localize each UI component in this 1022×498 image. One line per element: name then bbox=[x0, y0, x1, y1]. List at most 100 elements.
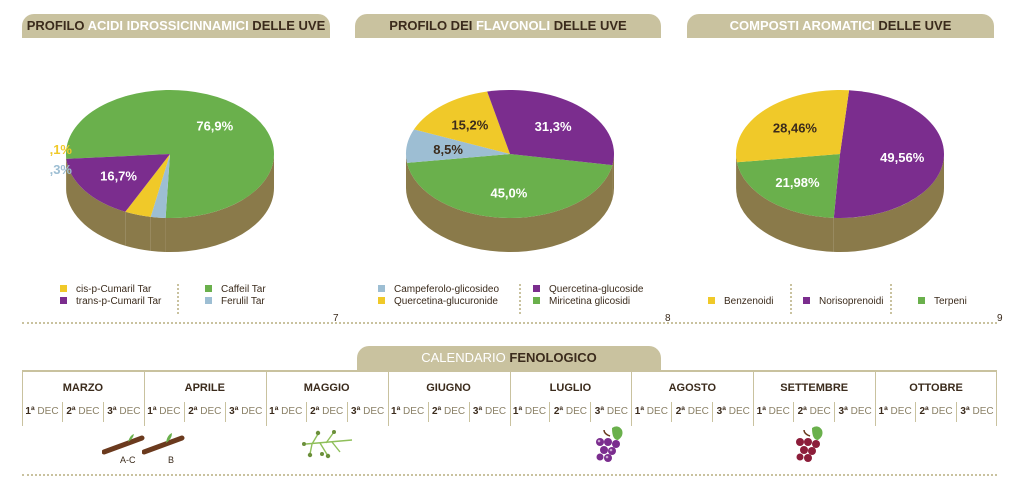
decade-cell: 3ª DEC bbox=[591, 402, 631, 422]
month-name: MAGGIO bbox=[303, 382, 350, 394]
decade-ordinal: 2ª bbox=[553, 406, 564, 417]
calendar-title-pre: CALENDARIO bbox=[421, 350, 510, 365]
decade-ordinal: 1ª bbox=[756, 406, 766, 417]
legend-divider bbox=[890, 284, 892, 314]
decade-ordinal: 2ª bbox=[431, 406, 442, 417]
chart-title-2-post: DELLE UVE bbox=[550, 18, 627, 33]
legend-item: Miricetina glicosidi bbox=[533, 296, 630, 308]
legend-swatch bbox=[378, 285, 385, 292]
decade-cell: 1ª DEC bbox=[388, 402, 429, 422]
pie-side-ferulil-tar bbox=[150, 216, 166, 252]
decade-cell: 1ª DEC bbox=[266, 402, 307, 422]
pie-slice-norisoprenoidi bbox=[833, 90, 945, 219]
chart-title-2-pre: PROFILO DEI bbox=[389, 18, 476, 33]
legend-divider bbox=[177, 284, 179, 314]
decade-ordinal: 3ª bbox=[716, 406, 726, 417]
decade-word: DEC bbox=[319, 406, 344, 417]
decade-word: DEC bbox=[197, 406, 222, 417]
month-separator bbox=[875, 372, 877, 426]
decade-cell: 2ª DEC bbox=[63, 402, 104, 422]
legend-item: Benzenoidi bbox=[708, 296, 773, 308]
decade-word: DEC bbox=[116, 406, 141, 417]
pie-slice-cis-p-cumaril-tar bbox=[125, 154, 170, 217]
pie-data-label: 8,5% bbox=[433, 142, 463, 157]
pie-side-quercetina-glucoside bbox=[612, 154, 614, 200]
legend-divider bbox=[519, 284, 521, 314]
decade-word: DEC bbox=[725, 406, 750, 417]
legend-label: Norisoprenoidi bbox=[819, 296, 884, 307]
dotted-separator-bottom bbox=[22, 474, 997, 476]
month-name: APRILE bbox=[184, 382, 225, 394]
legend-label: Quercetina-glucoside bbox=[549, 284, 644, 295]
chart-title-3-accent: COMPOSTI AROMATICI bbox=[729, 18, 875, 33]
pie-side-miricetina-glicosidi bbox=[407, 162, 613, 253]
decade-cell: 1ª DEC bbox=[631, 402, 673, 422]
decade-row: 1ª DEC 2ª DEC 3ª DEC bbox=[631, 402, 753, 422]
legend-label: Caffeil Tar bbox=[221, 284, 266, 295]
phase-label-b: B bbox=[168, 455, 175, 465]
month-separator bbox=[387, 372, 389, 426]
legend-swatch bbox=[803, 297, 810, 304]
decade-row: 1ª DEC 2ª DEC 3ª DEC bbox=[753, 402, 875, 422]
decade-word: DEC bbox=[563, 406, 588, 417]
pie-chart-flavonoli: 45,0% 8,5% 15,2% 31,3% bbox=[406, 90, 614, 253]
page-number: 7 bbox=[333, 313, 339, 324]
legend-item: trans-p-Cumaril Tar bbox=[60, 296, 161, 308]
decade-ordinal: 3ª bbox=[594, 406, 605, 417]
month-separator bbox=[509, 372, 511, 426]
month-settembre: SETTEMBRE 1ª DEC 2ª DEC 3ª DEC bbox=[753, 372, 875, 426]
decade-cell: 2ª DEC bbox=[916, 402, 958, 422]
pie-side-trans-p-cumaril-tar bbox=[66, 158, 126, 246]
pie-data-label: 21,98% bbox=[775, 175, 820, 190]
legend-item: Caffeil Tar bbox=[205, 284, 266, 296]
chart-title-3-post: DELLE UVE bbox=[874, 18, 952, 33]
pie-slice-campeferolo-glicosideo bbox=[406, 129, 510, 163]
legend-label: trans-p-Cumaril Tar bbox=[76, 296, 162, 307]
month-ottobre: OTTOBRE 1ª DEC 2ª DEC 3ª DEC bbox=[875, 372, 997, 426]
decade-ordinal: 2ª bbox=[66, 406, 76, 417]
pie-slice-quercetina-glucuronide bbox=[413, 91, 510, 154]
legend-swatch bbox=[533, 285, 540, 292]
pie-data-label: 15,2% bbox=[451, 118, 488, 133]
legend-item: Quercetina-glucuronide bbox=[378, 296, 498, 308]
chart-title-1: PROFILO ACIDI IDROSSICINNAMICI DELLE UVE bbox=[22, 14, 330, 38]
decade-cell: 1ª DEC bbox=[144, 402, 185, 422]
month-name: SETTEMBRE bbox=[780, 382, 849, 394]
decade-ordinal: 1ª bbox=[391, 406, 401, 417]
decade-word: DEC bbox=[156, 406, 181, 417]
legend-acidi: cis-p-Cumaril Tar trans-p-Cumaril Tar Ca… bbox=[60, 284, 340, 314]
veraison-grape-icon bbox=[596, 426, 623, 462]
decade-cell: 3ª DEC bbox=[104, 402, 144, 422]
decade-cell: 1ª DEC bbox=[875, 402, 917, 422]
decade-ordinal: 1ª bbox=[25, 406, 35, 417]
pie-slice-benzenoidi bbox=[736, 90, 850, 163]
decade-cell: 1ª DEC bbox=[753, 402, 795, 422]
pie-side-norisoprenoidi bbox=[833, 154, 944, 253]
pie-chart-acidi: 76,9% 2,3% 4,1% 16,7% bbox=[50, 90, 274, 252]
decade-row: 1ª DEC 2ª DEC 3ª DEC bbox=[22, 402, 144, 422]
decade-row: 1ª DEC 2ª DEC 3ª DEC bbox=[510, 402, 632, 422]
decade-word: DEC bbox=[400, 406, 425, 417]
month-separator bbox=[631, 372, 633, 426]
decade-ordinal: 1ª bbox=[147, 406, 157, 417]
decade-ordinal: 2ª bbox=[675, 406, 685, 417]
decade-cell: 1ª DEC bbox=[510, 402, 551, 422]
pie-side-terpeni bbox=[736, 162, 834, 252]
decade-word: DEC bbox=[482, 406, 507, 417]
page-number: 8 bbox=[665, 313, 671, 324]
decade-cell: 2ª DEC bbox=[550, 402, 592, 422]
legend-item: Norisoprenoidi bbox=[803, 296, 883, 308]
decade-word: DEC bbox=[34, 406, 59, 417]
legend-item: Campeferolo-glicosideo bbox=[378, 284, 499, 296]
decade-cell: 2ª DEC bbox=[794, 402, 836, 422]
decade-word: DEC bbox=[278, 406, 303, 417]
legend-label: cis-p-Cumaril Tar bbox=[76, 284, 152, 295]
legend-flavonoli: Campeferolo-glicosideo Quercetina-glucur… bbox=[378, 284, 668, 314]
legend-swatch bbox=[378, 297, 385, 304]
decade-ordinal: 3ª bbox=[838, 406, 848, 417]
legend-item: cis-p-Cumaril Tar bbox=[60, 284, 151, 296]
chart-title-2-accent: FLAVONOLI bbox=[475, 18, 551, 33]
decade-word: DEC bbox=[75, 406, 100, 417]
calendar-rule bbox=[22, 370, 997, 372]
month-separator bbox=[996, 372, 997, 426]
